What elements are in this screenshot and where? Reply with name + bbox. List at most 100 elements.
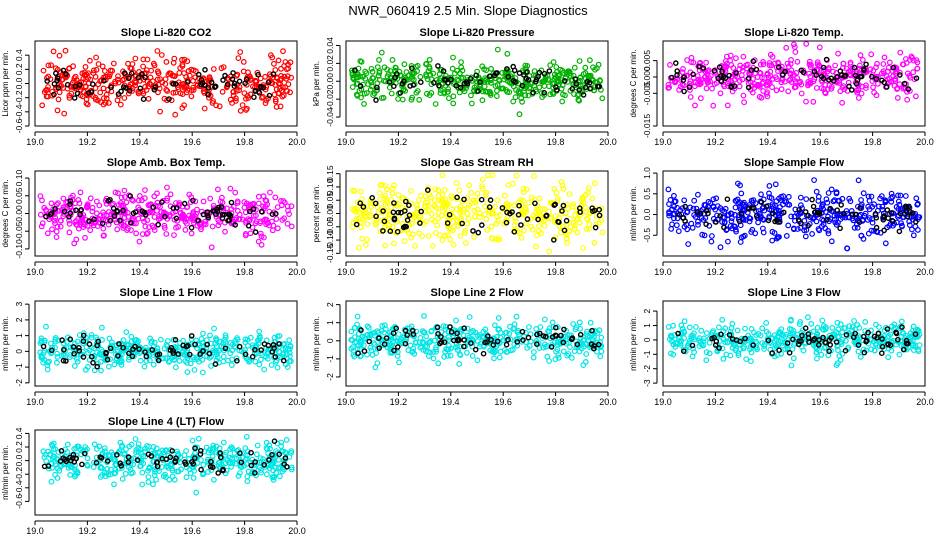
flagged-data-point (478, 196, 485, 203)
data-point (719, 316, 726, 323)
data-point (144, 229, 151, 236)
flagged-data-point (516, 70, 523, 76)
data-point (856, 62, 863, 69)
data-point (576, 58, 583, 64)
flagged-data-point (159, 199, 165, 205)
data-point (200, 461, 207, 468)
data-point (378, 95, 385, 101)
flagged-data-point (53, 70, 59, 77)
data-point (814, 355, 820, 362)
data-point (805, 314, 811, 321)
data-point (100, 209, 106, 216)
data-point (100, 217, 106, 224)
data-point (435, 360, 442, 367)
data-point (198, 226, 204, 233)
flagged-data-point (519, 82, 526, 89)
data-point (200, 198, 207, 205)
flagged-data-point (569, 86, 576, 92)
flagged-data-point (834, 207, 841, 213)
data-point (794, 58, 801, 65)
data-point (473, 82, 480, 89)
y-axis-label: kPa per min. (312, 61, 321, 106)
data-point (824, 86, 831, 93)
y-tick-label: -1 (325, 355, 335, 363)
flagged-data-point (833, 339, 840, 345)
flagged-data-point (903, 208, 910, 215)
data-point (361, 100, 367, 107)
data-point (755, 81, 761, 88)
flagged-data-point (477, 79, 483, 85)
flagged-data-point (551, 237, 557, 243)
y-axis-label: degrees C per min. (1, 179, 10, 247)
flagged-data-point (673, 60, 679, 66)
data-point (403, 69, 410, 75)
data-point (211, 325, 218, 332)
data-point (523, 220, 529, 227)
flagged-data-point (270, 341, 277, 348)
data-point (670, 322, 676, 329)
data-point (566, 191, 573, 197)
data-point (784, 60, 791, 67)
data-point (244, 92, 251, 99)
data-point (282, 59, 289, 65)
y-axis-label: Licor ppm per min. (1, 50, 10, 116)
flagged-data-point (435, 63, 441, 69)
data-point (217, 198, 224, 205)
data-point (45, 62, 52, 69)
flagged-data-point (722, 75, 729, 81)
data-point (479, 176, 486, 183)
data-point (283, 437, 290, 443)
x-tick-label: 19.6 (494, 137, 512, 147)
data-point (454, 76, 461, 83)
data-point (835, 50, 841, 57)
flagged-data-point (713, 219, 719, 225)
data-point (155, 89, 161, 96)
data-point (81, 69, 88, 76)
data-point (695, 218, 701, 225)
flagged-data-point (71, 95, 78, 101)
data-point (51, 217, 58, 224)
data-point (416, 230, 423, 237)
data-point (867, 66, 874, 73)
data-point (210, 66, 217, 72)
data-point (399, 96, 406, 103)
flagged-data-point (86, 341, 93, 347)
flagged-data-point (224, 81, 231, 88)
data-point (830, 198, 837, 205)
flagged-data-point (361, 348, 368, 354)
data-point (154, 76, 161, 83)
data-point (423, 71, 430, 78)
y-tick-label: -0.015 (642, 114, 652, 138)
flagged-data-point (461, 343, 467, 350)
flagged-data-point (115, 91, 122, 97)
flagged-data-point (913, 75, 920, 81)
y-tick-label: -2 (14, 379, 24, 387)
flagged-data-point (580, 92, 587, 98)
data-point (559, 82, 566, 89)
flagged-data-point (206, 350, 213, 357)
data-point (357, 73, 364, 80)
y-tick-label: -0.4 (14, 104, 24, 119)
y-tick-label: 1 (325, 320, 335, 325)
data-point (439, 172, 446, 179)
data-point (546, 248, 553, 255)
data-point (181, 70, 187, 76)
data-point (482, 77, 489, 84)
data-point (434, 222, 441, 229)
data-point (203, 337, 210, 344)
data-point (247, 201, 254, 208)
panel-title: Slope Li-820 CO2 (121, 27, 211, 39)
data-point (845, 79, 852, 86)
data-point (904, 96, 911, 103)
flagged-data-point (126, 75, 132, 82)
data-point (93, 66, 100, 73)
flagged-data-point (173, 205, 180, 211)
data-point (188, 93, 195, 100)
flagged-data-point (576, 87, 583, 93)
flagged-data-point (811, 68, 818, 75)
data-point (567, 70, 573, 77)
data-point (372, 364, 379, 371)
flagged-data-point (409, 65, 415, 71)
